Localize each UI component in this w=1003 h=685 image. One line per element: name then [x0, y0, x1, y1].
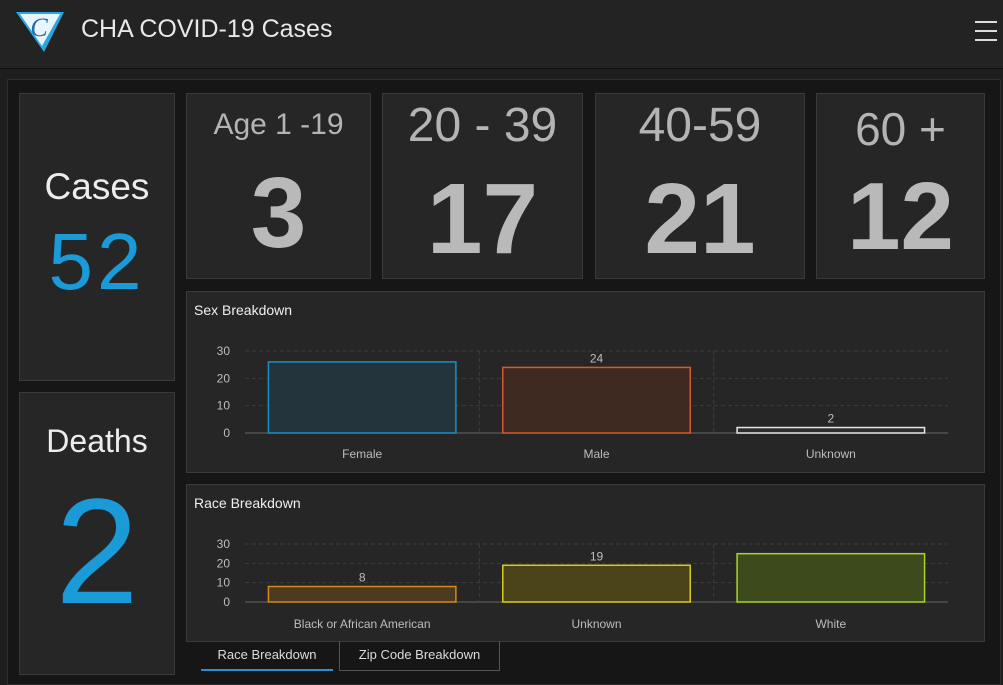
y-tick-label: 20: [217, 556, 231, 570]
y-tick-label: 0: [223, 595, 230, 609]
y-tick-label: 30: [217, 537, 231, 551]
bar: [736, 552, 926, 603]
deaths-panel: Deaths 2: [19, 392, 175, 675]
cases-label: Cases: [44, 166, 150, 207]
cases-value: 52: [48, 217, 146, 306]
y-tick-label: 10: [217, 399, 231, 413]
hamburger-menu-icon[interactable]: [975, 21, 997, 41]
tab-race-breakdown[interactable]: Race Breakdown: [201, 641, 333, 671]
app-title: CHA COVID-19 Cases: [81, 15, 333, 43]
age-value: 17: [426, 163, 539, 275]
age-label: Age 1 -19: [213, 108, 344, 141]
category-label: White: [815, 617, 846, 631]
category-label: Unknown: [571, 617, 621, 631]
cha-logo-icon: C: [16, 12, 64, 52]
age-value: 12: [847, 163, 954, 270]
category-label: Unknown: [806, 447, 856, 461]
deaths-value: 2: [55, 467, 139, 635]
age-value: 3: [250, 157, 307, 269]
y-tick-label: 20: [217, 371, 231, 385]
data-label: 24: [590, 351, 604, 365]
cases-panel: Cases 52: [19, 93, 175, 381]
deaths-label: Deaths: [46, 423, 148, 459]
age-value: 21: [644, 163, 756, 275]
race-breakdown-chart: 0 10 20 30 8 Black or African American 19 Unkno…: [217, 537, 948, 631]
age-panel-20-39: 20 - 39 17: [382, 93, 583, 279]
age-panel-40-59: 40-59 21: [595, 93, 805, 279]
logo-letter: C: [30, 13, 48, 42]
age-panel-1-19: Age 1 -19 3: [186, 93, 371, 279]
race-breakdown-panel: Race Breakdown 0 10 20 30 8 Black or African …: [186, 484, 985, 642]
data-label: 19: [590, 549, 604, 563]
app-header: C CHA COVID-19 Cases: [0, 0, 1003, 69]
data-label: 8: [359, 571, 366, 585]
y-tick-label: 10: [217, 576, 231, 590]
age-label: 20 - 39: [407, 99, 558, 152]
tab-zip-code-breakdown[interactable]: Zip Code Breakdown: [339, 641, 500, 671]
age-panel-60-plus: 60 + 12: [816, 93, 985, 279]
chart-title: Sex Breakdown: [194, 302, 293, 318]
bar: [502, 564, 691, 603]
age-label: 60 +: [855, 103, 946, 155]
data-label: 2: [827, 412, 834, 426]
sex-breakdown-chart: 0 10 20 30 Female 24 Male 2 Unknown: [217, 344, 948, 461]
category-label: Female: [342, 447, 382, 461]
category-label: Black or African American: [294, 617, 431, 631]
bar: [736, 426, 926, 434]
age-label: 40-59: [638, 99, 762, 152]
bar: [502, 366, 691, 434]
bar: [267, 585, 457, 603]
sex-breakdown-panel: Sex Breakdown 0 10 20 30 Female 24 Male 2 Unknow…: [186, 291, 985, 473]
y-tick-label: 30: [217, 344, 231, 358]
chart-title: Race Breakdown: [194, 495, 301, 511]
y-tick-label: 0: [223, 426, 230, 440]
bar: [267, 361, 457, 434]
category-label: Male: [583, 447, 609, 461]
